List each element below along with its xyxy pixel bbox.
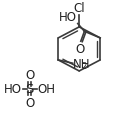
Text: O: O	[75, 43, 84, 56]
Text: O: O	[25, 96, 34, 109]
Text: OH: OH	[37, 82, 55, 95]
Text: HO: HO	[59, 11, 77, 24]
Text: NH: NH	[73, 57, 91, 70]
Text: S: S	[25, 82, 34, 95]
Text: HO: HO	[4, 82, 22, 95]
Text: Cl: Cl	[73, 2, 85, 14]
Text: O: O	[25, 68, 34, 81]
Text: 2: 2	[81, 61, 86, 70]
